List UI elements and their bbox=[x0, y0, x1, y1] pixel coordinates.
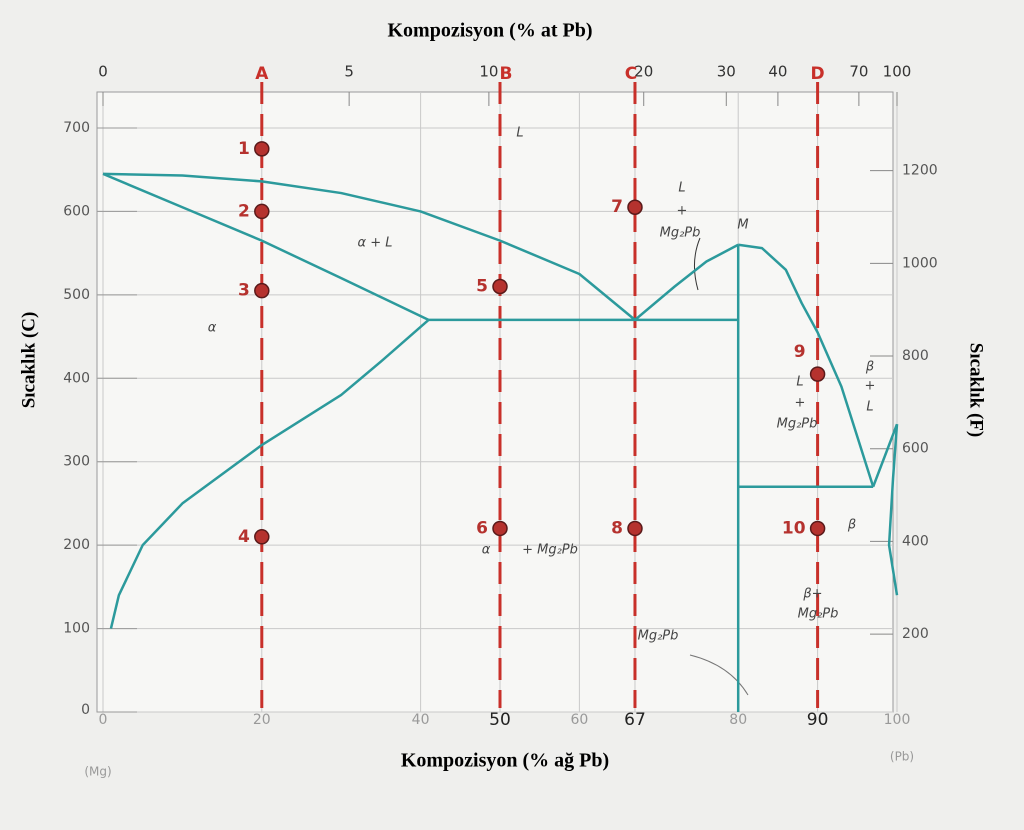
composition-label: C bbox=[625, 64, 637, 84]
y2-tick-label: 1000 bbox=[902, 255, 938, 271]
region-label: α + L bbox=[358, 236, 393, 251]
top-axis-title: Kompozisyon (% at Pb) bbox=[388, 20, 593, 42]
y-tick-label: 700 bbox=[63, 120, 90, 136]
phase-boundary bbox=[738, 243, 875, 488]
y2-tick-label: 400 bbox=[902, 533, 929, 549]
region-label: + bbox=[865, 379, 876, 394]
x-tick-label: 50 bbox=[489, 710, 511, 730]
plot-area bbox=[96, 91, 894, 713]
region-label: + bbox=[795, 396, 806, 411]
state-point bbox=[492, 520, 508, 537]
x-tick-label: 20 bbox=[253, 712, 271, 728]
top-tick-label: 30 bbox=[717, 63, 736, 81]
top-tick-label: 20 bbox=[634, 63, 653, 81]
region-label: Mg₂Pb bbox=[798, 607, 839, 622]
state-point bbox=[492, 278, 508, 295]
region-label: M bbox=[737, 218, 748, 233]
top-tick-label: 5 bbox=[344, 63, 354, 81]
x-tick-label: 100 bbox=[884, 712, 911, 728]
y-axis-title: Sıcaklık (C) bbox=[18, 312, 39, 409]
region-label: L bbox=[678, 181, 685, 196]
y2-tick-label: 600 bbox=[902, 441, 929, 457]
state-point bbox=[809, 520, 826, 537]
y-tick-label: 300 bbox=[63, 454, 90, 470]
phase-boundary bbox=[102, 172, 636, 321]
x-tick-label: 80 bbox=[729, 712, 747, 728]
x-end-label: (Mg) bbox=[84, 765, 111, 779]
x-axis-title: Kompozisyon (% ağ Pb) bbox=[401, 750, 609, 772]
pointer-arrow bbox=[694, 237, 701, 291]
y2-tick-label: 1200 bbox=[902, 163, 938, 179]
y2-tick-label: 800 bbox=[902, 348, 929, 364]
state-point bbox=[254, 141, 270, 157]
region-label: L bbox=[796, 375, 803, 390]
x-tick-label: 0 bbox=[99, 712, 108, 728]
region-label: L bbox=[516, 126, 523, 141]
region-label: Mg₂Pb bbox=[660, 226, 701, 241]
state-point bbox=[254, 282, 270, 299]
composition-label: D bbox=[811, 64, 825, 84]
y-tick-label: 100 bbox=[63, 621, 90, 637]
top-tick-label: 0 bbox=[98, 63, 108, 81]
state-point bbox=[809, 366, 826, 382]
region-label: L bbox=[866, 400, 873, 415]
state-point-label: 4 bbox=[238, 527, 250, 547]
x-end-label: (Pb) bbox=[890, 750, 914, 764]
x-tick-label: 60 bbox=[570, 712, 588, 728]
top-tick-label: 100 bbox=[883, 63, 912, 81]
pointer-arrow bbox=[689, 654, 749, 696]
region-label: Mg₂Pb bbox=[777, 417, 818, 432]
phase-boundary bbox=[872, 423, 899, 488]
region-label: + Mg₂Pb bbox=[522, 543, 578, 558]
region-label: β bbox=[865, 360, 874, 375]
region-label: + bbox=[677, 204, 688, 219]
phase-boundary bbox=[634, 243, 739, 321]
x-tick-label: 40 bbox=[412, 712, 430, 728]
y-tick-label: 200 bbox=[63, 537, 90, 553]
y-tick-label: 400 bbox=[63, 370, 90, 386]
state-point-label: 5 bbox=[476, 277, 488, 297]
y-tick-label: 500 bbox=[63, 287, 90, 303]
state-point-label: 2 bbox=[238, 201, 250, 221]
phase-boundary bbox=[109, 318, 430, 629]
composition-label: A bbox=[255, 64, 269, 84]
y2-axis-title: Sıcaklık (F) bbox=[966, 343, 987, 437]
y-tick-label: 0 bbox=[81, 702, 90, 718]
state-point-label: 6 bbox=[476, 518, 488, 538]
state-point-label: 8 bbox=[611, 518, 623, 538]
state-point-label: 1 bbox=[238, 139, 250, 159]
state-point-label: 3 bbox=[238, 281, 250, 301]
x-tick-label: 90 bbox=[807, 710, 829, 730]
state-point bbox=[627, 520, 643, 537]
state-point-label: 10 bbox=[782, 518, 806, 538]
x-tick-label: 67 bbox=[624, 710, 646, 730]
state-point bbox=[254, 203, 270, 220]
top-tick-label: 10 bbox=[479, 63, 498, 81]
region-label: β bbox=[847, 518, 856, 533]
region-label: Mg₂Pb bbox=[638, 629, 679, 644]
region-label: β+ bbox=[802, 587, 822, 602]
top-tick-label: 70 bbox=[849, 63, 868, 81]
phase-boundary bbox=[887, 424, 899, 596]
y-tick-label: 600 bbox=[63, 203, 90, 219]
top-tick-label: 40 bbox=[768, 63, 787, 81]
region-label: α bbox=[208, 321, 217, 336]
y2-tick-label: 200 bbox=[902, 626, 929, 642]
composition-label: B bbox=[500, 64, 513, 84]
state-point bbox=[627, 199, 643, 215]
state-point-label: 9 bbox=[794, 342, 806, 362]
phase-boundary bbox=[102, 172, 430, 322]
state-point bbox=[254, 529, 270, 545]
state-point-label: 7 bbox=[611, 197, 623, 217]
region-label: α bbox=[482, 543, 491, 558]
